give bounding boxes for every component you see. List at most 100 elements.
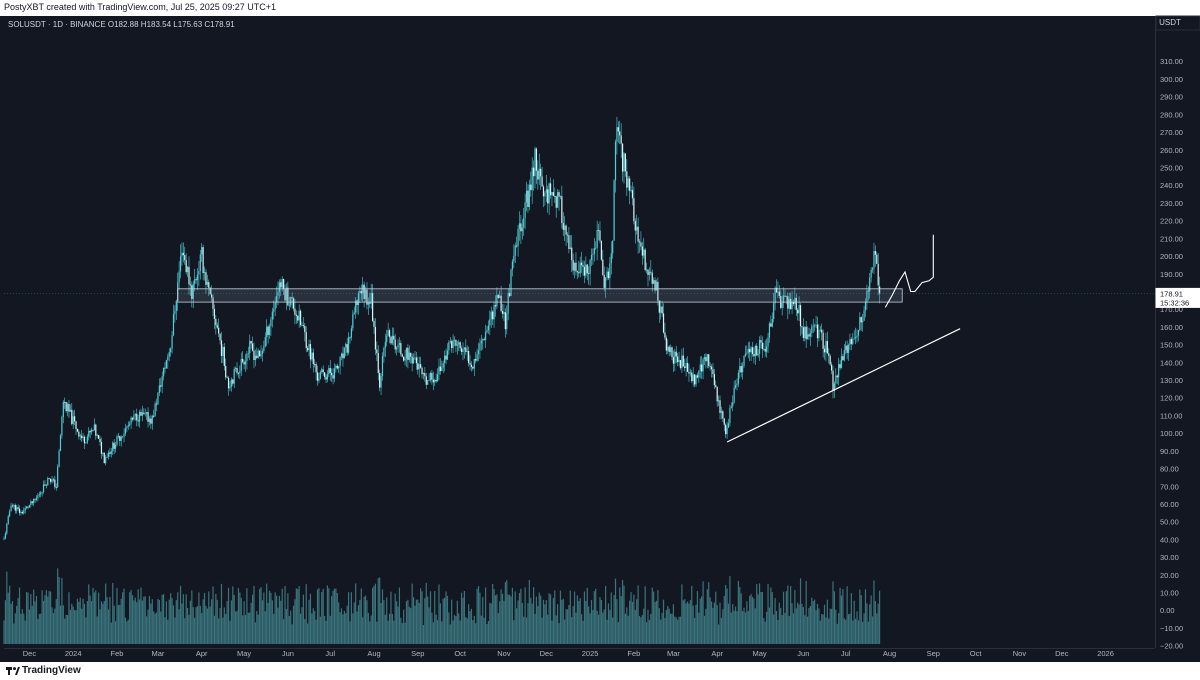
x-tick-label: Mar: [151, 649, 164, 658]
candle-body: [343, 347, 345, 359]
candle-body: [520, 223, 522, 232]
volume-bar: [763, 618, 765, 644]
chart-frame[interactable]: [0, 16, 1200, 662]
candle-body: [431, 373, 433, 380]
candle-body: [69, 409, 71, 412]
volume-bar: [396, 601, 398, 644]
candle-body: [247, 353, 249, 355]
volume-bar: [487, 621, 490, 644]
candle-body: [50, 478, 52, 482]
candle-body: [449, 341, 451, 343]
candle-body: [274, 302, 276, 310]
candle-body: [52, 479, 55, 481]
volume-bar: [754, 608, 756, 644]
volume-bar: [72, 606, 74, 644]
x-tick-label: Jun: [282, 649, 294, 658]
volume-bar: [879, 590, 881, 644]
candle-body: [458, 342, 460, 345]
volume-bar: [151, 599, 153, 644]
volume-bar: [705, 608, 707, 644]
candle-body: [178, 271, 180, 283]
volume-bar: [100, 601, 103, 644]
volume-bar: [106, 597, 108, 644]
candle-body: [785, 296, 787, 297]
candle-body: [547, 189, 549, 204]
volume-bar: [688, 603, 690, 644]
candle-body: [647, 269, 649, 275]
volume-bar: [460, 592, 463, 644]
candle-body: [847, 344, 850, 353]
candle-body: [453, 339, 456, 341]
volume-bar: [393, 620, 395, 644]
candle-body: [477, 350, 480, 355]
candle-body: [386, 335, 388, 343]
volume-bar: [830, 608, 833, 644]
candle-body: [428, 380, 430, 381]
candle-body: [331, 372, 333, 376]
candle-body: [412, 358, 415, 364]
candle-body: [653, 280, 655, 284]
volume-bar: [585, 600, 587, 644]
candle-body: [877, 263, 879, 286]
volume-bar: [463, 590, 465, 644]
volume-bar: [808, 607, 810, 644]
candle-body: [768, 323, 771, 338]
volume-bar: [27, 592, 29, 644]
volume-bar: [863, 613, 865, 644]
volume-bar: [835, 609, 837, 644]
volume-bar: [568, 605, 570, 644]
volume-bar: [494, 595, 497, 644]
volume-bar: [179, 585, 182, 644]
volume-bar: [58, 577, 60, 644]
volume-bar: [617, 622, 619, 644]
candle-body: [864, 302, 867, 311]
volume-bar: [475, 623, 477, 644]
candle-body: [662, 313, 665, 333]
candle-body: [600, 240, 602, 260]
volume-bar: [138, 599, 141, 644]
candle-body: [398, 343, 401, 345]
volume-bar: [870, 595, 872, 644]
candle-body: [124, 428, 127, 434]
volume-bar: [175, 600, 177, 644]
volume-bar: [668, 608, 670, 644]
candle-body: [596, 229, 598, 248]
candle-body: [400, 343, 402, 355]
candle-body: [853, 338, 855, 340]
volume-bar: [403, 609, 405, 644]
volume-bar: [273, 613, 275, 644]
candle-body: [607, 271, 610, 279]
candle-body: [573, 262, 576, 271]
candle-body: [85, 442, 87, 444]
candle-body: [332, 375, 334, 379]
y-tick-label: 10.00: [1160, 589, 1179, 598]
candle-body: [153, 415, 155, 417]
candle-body: [499, 295, 501, 298]
volume-bar: [710, 601, 713, 644]
candle-body: [614, 141, 617, 181]
volume-bar: [417, 599, 419, 644]
volume-bar: [737, 580, 739, 644]
candle-body: [373, 320, 375, 327]
candle-body: [24, 508, 26, 511]
candle-body: [126, 426, 128, 429]
volume-bar: [410, 608, 412, 644]
candle-body: [871, 268, 874, 270]
volume-bar: [609, 609, 611, 644]
volume-bar: [612, 617, 614, 644]
volume-bar: [401, 623, 403, 644]
candle-body: [575, 262, 577, 272]
candle-body: [541, 176, 543, 187]
volume-bar: [98, 592, 100, 644]
volume-bar: [160, 611, 162, 644]
candle-body: [633, 198, 635, 222]
candle-body: [314, 363, 316, 365]
volume-bar: [329, 615, 331, 644]
candle-body: [439, 366, 441, 372]
volume-bar: [291, 624, 293, 644]
candle-body: [295, 314, 297, 316]
y-tick-label: 120.00: [1160, 394, 1183, 403]
volume-bar: [821, 614, 823, 644]
volume-bar: [226, 601, 228, 644]
